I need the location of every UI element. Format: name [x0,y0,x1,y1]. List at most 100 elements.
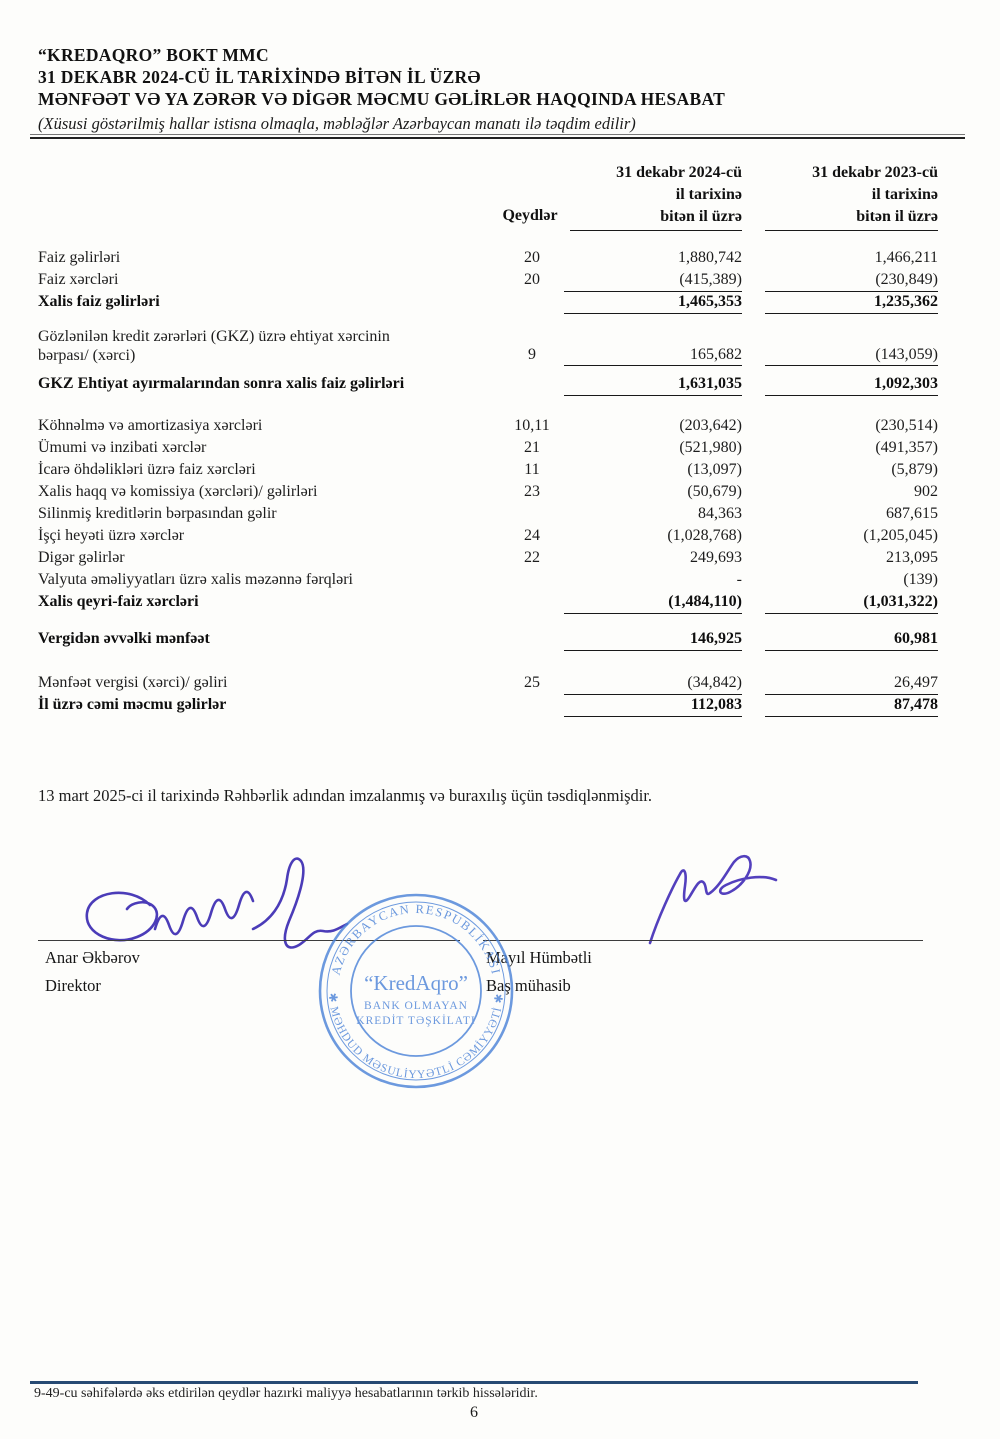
row-value-2024: 1,880,742 [678,249,742,266]
accountant-signature-ink [648,854,778,945]
stamp-inner-ring [350,925,482,1057]
row-value-2023: 1,092,303 [765,366,938,396]
column-header-2023: 31 dekabr 2023-cü il tarixinə bitən il ü… [728,162,938,228]
column-gap [742,416,765,438]
row-note-ref: 23 [524,483,540,500]
row-value-2024: 165,682 [564,328,742,366]
column-gap [742,460,765,482]
row-note-ref: 20 [524,249,540,266]
row-label: İcarə öhdəlikləri üzrə faiz xərcləri [38,461,256,478]
row-label: Mənfəət vergisi (xərci)/ gəliri [38,674,228,691]
column-header-2024-line1: 31 dekabr 2024-cü [616,164,742,181]
table-row: İcarə öhdəlikləri üzrə faiz xərcləri 11 … [38,460,938,482]
row-label: Gözlənilən kredit zərərləri (GKZ) üzrə e… [38,328,390,364]
row-value-2023: 687,615 [886,505,938,522]
row-value-2023: 213,095 [886,549,938,566]
row-note-ref [500,504,564,526]
column-gap [742,366,765,396]
row-value-2024: 249,693 [690,549,742,566]
table-row: İl üzrə cəmi məcmu gəlirlər 112,083 87,4… [38,695,938,717]
table-row: Xalis qeyri-faiz xərcləri (1,484,110) (1… [38,592,938,614]
row-note-ref [500,366,564,396]
row-label: Valyuta əməliyyatları üzrə xalis məzənnə… [38,571,353,588]
column-gap [742,673,765,695]
row-value-2023: 60,981 [765,629,938,651]
row-label: GKZ Ehtiyat ayırmalarından sonra xalis f… [38,375,405,392]
row-note-ref: 10,11 [514,417,550,434]
svg-text:AZƏRBAYCAN RESPUBLİKASI: AZƏRBAYCAN RESPUBLİKASI [329,902,504,977]
stamp-line3: KREDİT TƏŞKİLATI [356,1013,475,1027]
row-note-ref [500,695,564,717]
row-label: Faiz gəlirləri [38,249,121,266]
row-value-2024: (203,642) [679,417,742,434]
row-label: Digər gəlirlər [38,549,125,566]
column-header-2023-line3: bitən il üzrə [856,208,938,225]
company-stamp: AZƏRBAYCAN RESPUBLİKASI ✱ MƏHDUD MƏSULİY… [318,893,514,1089]
accountant-name: Mayıl Hümbətli [486,948,592,967]
row-note-ref: 11 [524,461,540,478]
row-label: İl üzrə cəmi məcmu gəlirlər [38,696,227,713]
row-note-ref: 21 [524,439,540,456]
table-row: Digər gəlirlər 22 249,693 213,095 [38,548,938,570]
director-name: Anar Əkbərov [45,948,140,967]
period-line: 31 DEKABR 2024-CÜ İL TARİXİNDƏ BİTƏN İL … [38,67,481,87]
row-value-2024: (1,028,768) [667,527,742,544]
accountant-signature-line [483,940,923,941]
header-divider [30,134,965,139]
row-note-ref: 20 [524,271,540,288]
row-value-2023: (139) [903,571,938,588]
column-gap [742,526,765,548]
statement-title: MƏNFƏƏT VƏ YA ZƏRƏR VƏ DİGƏR MƏCMU GƏLİR… [38,89,726,109]
column-header-2023-underline [765,230,938,231]
row-label: Vergidən əvvəlki mənfəət [38,630,210,647]
footer-divider [30,1381,918,1384]
stamp-outer-ring [318,893,514,1089]
row-value-2024: 1,465,353 [564,292,742,314]
row-value-2023: 1,235,362 [765,292,938,314]
document-header: “KREDAQRO” BOKT MMC 31 DEKABR 2024-CÜ İL… [38,44,970,136]
column-gap [742,695,765,717]
stamp-middle-ring [326,901,506,1081]
row-value-2024: 1,631,035 [564,366,742,396]
row-value-2024: 112,083 [564,695,742,717]
column-gap [742,482,765,504]
table-row: Mənfəət vergisi (xərci)/ gəliri 25 (34,8… [38,673,938,695]
column-gap [742,548,765,570]
column-header-2024: 31 dekabr 2024-cü il tarixinə bitən il ü… [532,162,742,228]
column-header-2024-line2: il tarixinə [675,186,742,203]
column-gap [742,292,765,314]
approval-statement: 13 mart 2025-ci il tarixində Rəhbərlik a… [38,786,653,805]
row-note-ref [500,570,564,592]
table-row: Faiz xərcləri 20 (415,389) (230,849) [38,270,938,292]
row-value-2024: - [736,571,742,588]
column-gap [742,592,765,614]
footer-note: 9-49-cu səhifələrdə əks etdirilən qeydlə… [34,1386,538,1401]
table-row: Xalis haqq və komissiya (xərcləri)/ gəli… [38,482,938,504]
column-gap [742,629,765,651]
column-gap [742,504,765,526]
row-value-2023: (5,879) [891,461,938,478]
row-label: Xalis qeyri-faiz xərcləri [38,593,199,610]
row-value-2024: (34,842) [564,673,742,695]
row-label: Xalis faiz gəlirləri [38,293,160,310]
row-note-ref: 9 [528,346,536,363]
table-row: Vergidən əvvəlki mənfəət 146,925 60,981 [38,629,938,651]
column-gap [742,438,765,460]
row-note-ref: 24 [524,527,540,544]
table-row: Xalis faiz gəlirləri 1,465,353 1,235,362 [38,292,938,314]
table-row: Köhnəlmə və amortizasiya xərcləri 10,11 … [38,416,938,438]
stamp-company-name: “KredAqro” [364,971,468,995]
row-note-ref: 25 [524,674,540,691]
row-value-2023: (1,205,045) [863,527,938,544]
director-signature-line [38,940,460,941]
row-note-ref [500,629,564,651]
row-note-ref: 22 [524,549,540,566]
table-row: Valyuta əməliyyatları üzrə xalis məzənnə… [38,570,938,592]
director-title: Direktor [45,976,101,995]
table-row: İşçi heyəti üzrə xərclər 24 (1,028,768) … [38,526,938,548]
row-value-2023: (1,031,322) [765,592,938,614]
column-header-2023-line2: il tarixinə [871,186,938,203]
row-value-2023: 902 [914,483,938,500]
row-label: Köhnəlmə və amortizasiya xərcləri [38,417,263,434]
